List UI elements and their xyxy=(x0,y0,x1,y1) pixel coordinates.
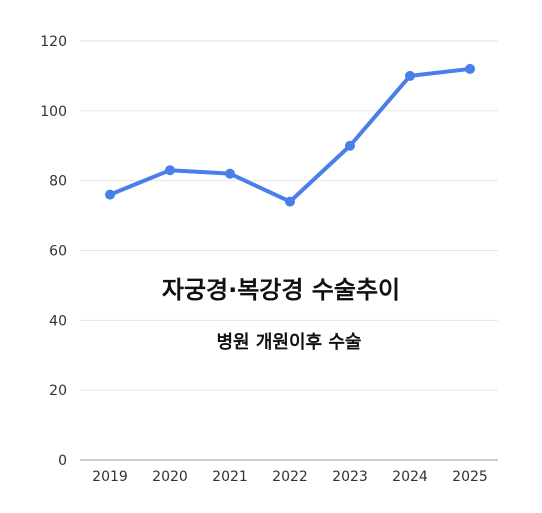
data-point xyxy=(465,63,475,74)
x-tick-label: 2022 xyxy=(272,469,308,485)
x-tick-label: 2020 xyxy=(152,469,188,485)
y-axis: 0 20 40 60 80 100 120 xyxy=(40,34,67,469)
x-tick-label: 2019 xyxy=(92,469,128,485)
chart-title: 자궁경·복강경 수술추이 xyxy=(162,276,400,304)
y-tick-label: 100 xyxy=(40,104,67,120)
data-point xyxy=(165,165,175,176)
data-point xyxy=(225,168,235,179)
series-layer xyxy=(105,63,475,207)
data-point xyxy=(285,196,295,207)
chart-subtitle: 병원 개원이후 수술 xyxy=(216,332,361,353)
y-tick-label: 40 xyxy=(49,313,67,329)
series-line xyxy=(108,66,472,204)
x-tick-label: 2021 xyxy=(212,469,248,485)
x-tick-label: 2023 xyxy=(332,469,368,485)
x-tick-label: 2025 xyxy=(452,469,488,485)
data-point xyxy=(345,140,355,151)
x-axis: 2019 2020 2021 2022 2023 2024 2025 xyxy=(80,459,498,485)
y-tick-label: 0 xyxy=(58,453,67,469)
y-tick-label: 80 xyxy=(49,174,67,190)
y-tick-label: 120 xyxy=(40,34,67,50)
data-point xyxy=(405,70,415,81)
y-tick-label: 60 xyxy=(49,244,67,260)
gridlines xyxy=(80,40,498,391)
x-tick-label: 2024 xyxy=(392,469,428,485)
y-tick-label: 20 xyxy=(49,383,67,399)
data-point xyxy=(105,189,115,200)
